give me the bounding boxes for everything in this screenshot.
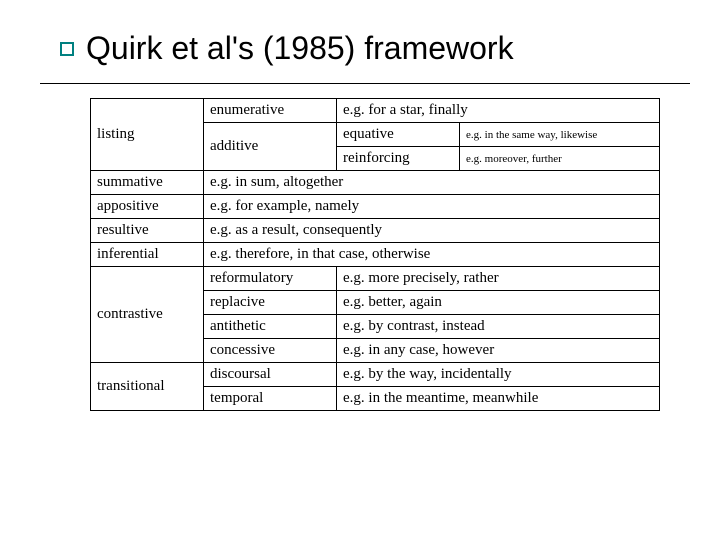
cell-temporal-example: e.g. in the meantime, meanwhile xyxy=(337,387,660,411)
cell-equative: equative xyxy=(337,123,460,147)
cell-replacive: replacive xyxy=(204,291,337,315)
cell-appositive: appositive xyxy=(91,195,204,219)
cell-reformulatory-example: e.g. more precisely, rather xyxy=(337,267,660,291)
cell-replacive-example: e.g. better, again xyxy=(337,291,660,315)
cell-resultive: resultive xyxy=(91,219,204,243)
cell-temporal: temporal xyxy=(204,387,337,411)
cell-antithetic: antithetic xyxy=(204,315,337,339)
cell-discoursal: discoursal xyxy=(204,363,337,387)
slide: Quirk et al's (1985) framework listing e… xyxy=(0,0,720,431)
framework-table: listing enumerative e.g. for a star, fin… xyxy=(90,98,660,411)
cell-reinforcing: reinforcing xyxy=(337,147,460,171)
table-row: summative e.g. in sum, altogether xyxy=(91,171,660,195)
cell-concessive-example: e.g. in any case, however xyxy=(337,339,660,363)
table-row: resultive e.g. as a result, consequently xyxy=(91,219,660,243)
cell-resultive-example: e.g. as a result, consequently xyxy=(204,219,660,243)
title-underline xyxy=(40,83,690,84)
cell-equative-example: e.g. in the same way, likewise xyxy=(460,123,660,147)
table-row: inferential e.g. therefore, in that case… xyxy=(91,243,660,267)
title-row: Quirk et al's (1985) framework xyxy=(60,30,680,67)
cell-reinforcing-example: e.g. moreover, further xyxy=(460,147,660,171)
cell-summative: summative xyxy=(91,171,204,195)
page-title: Quirk et al's (1985) framework xyxy=(86,30,514,67)
cell-inferential: inferential xyxy=(91,243,204,267)
cell-appositive-example: e.g. for example, namely xyxy=(204,195,660,219)
bullet-icon xyxy=(60,42,74,56)
cell-enumerative-example: e.g. for a star, finally xyxy=(337,99,660,123)
cell-additive: additive xyxy=(204,123,337,171)
cell-contrastive: contrastive xyxy=(91,267,204,363)
cell-discoursal-example: e.g. by the way, incidentally xyxy=(337,363,660,387)
table-row: transitional discoursal e.g. by the way,… xyxy=(91,363,660,387)
cell-enumerative: enumerative xyxy=(204,99,337,123)
cell-summative-example: e.g. in sum, altogether xyxy=(204,171,660,195)
cell-listing: listing xyxy=(91,99,204,171)
table-row: contrastive reformulatory e.g. more prec… xyxy=(91,267,660,291)
cell-antithetic-example: e.g. by contrast, instead xyxy=(337,315,660,339)
table-row: listing enumerative e.g. for a star, fin… xyxy=(91,99,660,123)
table-row: appositive e.g. for example, namely xyxy=(91,195,660,219)
cell-concessive: concessive xyxy=(204,339,337,363)
cell-reformulatory: reformulatory xyxy=(204,267,337,291)
cell-transitional: transitional xyxy=(91,363,204,411)
cell-inferential-example: e.g. therefore, in that case, otherwise xyxy=(204,243,660,267)
